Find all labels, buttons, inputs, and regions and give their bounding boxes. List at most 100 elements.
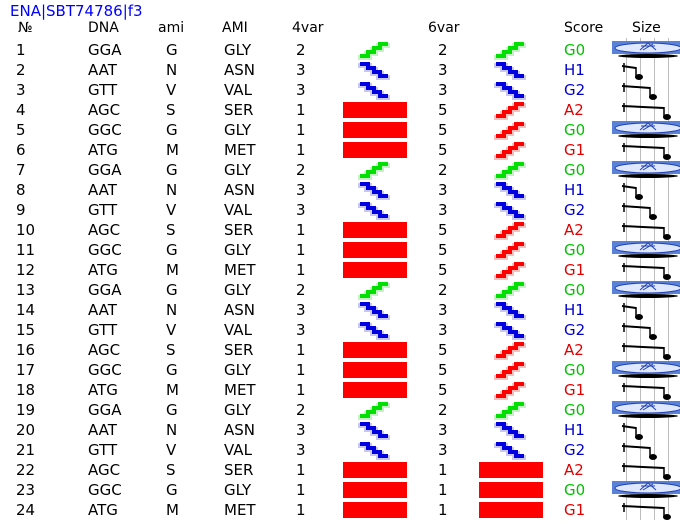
- score-value: H1: [564, 421, 585, 439]
- var6-helix-icon: [492, 220, 528, 240]
- amino-code: VAL: [224, 81, 252, 99]
- var4-bar: [342, 381, 408, 399]
- var4-helix-icon: [356, 420, 392, 440]
- amino-code: GLY: [224, 481, 252, 499]
- amino-code: MET: [224, 141, 256, 159]
- score-value: H1: [564, 181, 585, 199]
- dna-codon: GTT: [88, 201, 118, 219]
- size-note-icon: [612, 80, 680, 100]
- dna-codon: GGC: [88, 241, 122, 259]
- score-value: A2: [564, 101, 584, 119]
- row-number: 22: [16, 461, 36, 479]
- amino-letter: V: [166, 81, 177, 99]
- row-number: 9: [16, 201, 26, 219]
- row-number: 2: [16, 61, 26, 79]
- dna-codon: GGA: [88, 161, 122, 179]
- var6-value: 3: [438, 201, 448, 219]
- var4-helix-icon: [356, 320, 392, 340]
- var4-bar: [342, 461, 408, 479]
- score-value: G0: [564, 41, 586, 59]
- dna-codon: GGC: [88, 481, 122, 499]
- row-number: 5: [16, 121, 26, 139]
- var4-value: 2: [296, 281, 306, 299]
- row-number: 15: [16, 321, 36, 339]
- dna-codon: AGC: [88, 221, 121, 239]
- score-value: H1: [564, 301, 585, 319]
- dna-codon: GGA: [88, 401, 122, 419]
- var4-helix-icon: [356, 180, 392, 200]
- var4-bar: [342, 221, 408, 239]
- var6-value: 5: [438, 221, 448, 239]
- row-number: 8: [16, 181, 26, 199]
- var4-value: 1: [296, 261, 306, 279]
- var6-helix-icon: [492, 380, 528, 400]
- amino-code: GLY: [224, 41, 252, 59]
- dna-codon: GTT: [88, 321, 118, 339]
- dna-codon: AAT: [88, 421, 117, 439]
- size-note-icon: [612, 100, 680, 120]
- var4-helix-icon: [356, 60, 392, 80]
- size-dish-icon: [612, 240, 680, 260]
- amino-code: GLY: [224, 281, 252, 299]
- var6-helix-icon: [492, 120, 528, 140]
- score-value: G0: [564, 121, 586, 139]
- row-number: 10: [16, 221, 36, 239]
- var6-helix-icon: [492, 40, 528, 60]
- amino-letter: M: [166, 141, 179, 159]
- var4-bar: [342, 341, 408, 359]
- row-number: 21: [16, 441, 36, 459]
- var4-helix-icon: [356, 280, 392, 300]
- amino-letter: G: [166, 481, 178, 499]
- size-note-icon: [612, 320, 680, 340]
- dna-codon: GGA: [88, 41, 122, 59]
- size-dish-icon: [612, 480, 680, 500]
- amino-letter: G: [166, 41, 178, 59]
- var6-bar: [478, 481, 544, 499]
- row-number: 13: [16, 281, 36, 299]
- var6-value: 3: [438, 81, 448, 99]
- amino-code: GLY: [224, 161, 252, 179]
- dna-codon: ATG: [88, 501, 118, 519]
- score-value: A2: [564, 461, 584, 479]
- size-note-icon: [612, 300, 680, 320]
- row-number: 19: [16, 401, 36, 419]
- var4-value: 1: [296, 381, 306, 399]
- var4-value: 1: [296, 341, 306, 359]
- var6-helix-icon: [492, 400, 528, 420]
- size-dish-icon: [612, 360, 680, 380]
- var4-value: 3: [296, 441, 306, 459]
- score-value: G1: [564, 261, 586, 279]
- var4-value: 3: [296, 321, 306, 339]
- amino-code: SER: [224, 221, 254, 239]
- size-dish-icon: [612, 280, 680, 300]
- dna-codon: ATG: [88, 381, 118, 399]
- dna-codon: AGC: [88, 461, 121, 479]
- score-value: G0: [564, 241, 586, 259]
- amino-code: SER: [224, 341, 254, 359]
- score-value: G1: [564, 381, 586, 399]
- size-note-icon: [612, 420, 680, 440]
- var6-helix-icon: [492, 320, 528, 340]
- var4-value: 1: [296, 101, 306, 119]
- dna-codon: AGC: [88, 101, 121, 119]
- var6-value: 2: [438, 161, 448, 179]
- amino-code: GLY: [224, 241, 252, 259]
- dna-codon: ATG: [88, 261, 118, 279]
- row-number: 7: [16, 161, 26, 179]
- var4-value: 3: [296, 201, 306, 219]
- row-number: 23: [16, 481, 36, 499]
- var6-helix-icon: [492, 260, 528, 280]
- row-number: 18: [16, 381, 36, 399]
- col-header-score: Score: [564, 20, 604, 36]
- var6-value: 3: [438, 321, 448, 339]
- size-note-icon: [612, 60, 680, 80]
- col-header-AMI: AMI: [222, 20, 248, 36]
- dna-codon: AAT: [88, 301, 117, 319]
- var6-value: 5: [438, 141, 448, 159]
- var4-bar: [342, 101, 408, 119]
- amino-letter: S: [166, 461, 176, 479]
- amino-letter: M: [166, 261, 179, 279]
- var6-bar: [478, 461, 544, 479]
- row-number: 12: [16, 261, 36, 279]
- amino-code: MET: [224, 501, 256, 519]
